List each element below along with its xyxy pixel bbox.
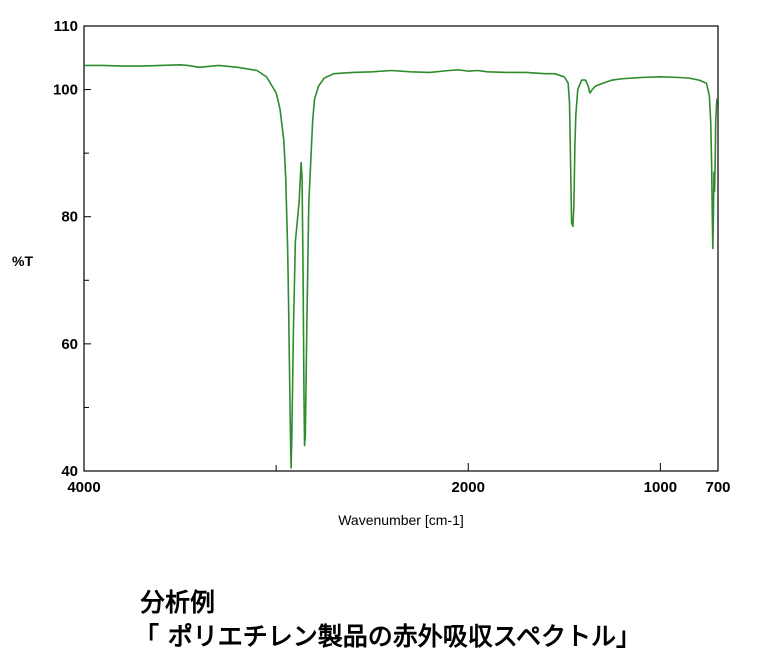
x-tick-label: 700 [705, 479, 730, 496]
y-tick-label: 80 [61, 209, 78, 226]
ir-spectrum-chart: 4000 2000 1000 700 40 60 80 100 110 %T Wavenumbe… [12, 18, 731, 528]
axis-ticks [83, 25, 719, 472]
y-axis-label: %T [12, 253, 33, 269]
caption-title: 分析例 [140, 588, 216, 617]
axis-tick-labels: 4000 2000 1000 700 40 60 80 100 110 [53, 18, 731, 496]
y-tick-label: 40 [61, 463, 78, 480]
x-tick-label: 1000 [644, 479, 677, 496]
x-axis-label: Wavenumber [cm-1] [338, 512, 464, 528]
y-tick-label: 110 [54, 18, 78, 35]
caption-subtitle: 「 ポリエチレン製品の赤外吸収スペクトル」 [134, 622, 641, 651]
spectrum-line [84, 63, 718, 469]
plot-frame [83, 25, 719, 472]
y-tick-label: 60 [61, 336, 78, 353]
x-tick-label: 2000 [452, 479, 485, 496]
y-tick-label: 100 [53, 82, 78, 99]
x-tick-label: 4000 [67, 479, 100, 496]
